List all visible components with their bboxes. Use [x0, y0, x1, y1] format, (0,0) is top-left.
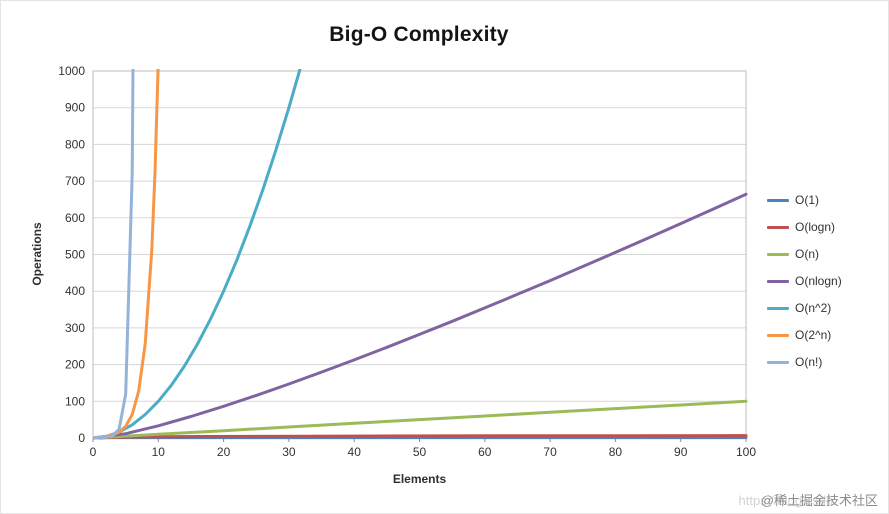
legend-item-O(1): O(1): [767, 193, 842, 207]
series-line-O(n!): [93, 69, 135, 440]
legend-item-O(logn): O(logn): [767, 220, 842, 234]
legend-label: O(2^n): [795, 328, 832, 342]
y-tick-label: 900: [65, 101, 85, 115]
legend-label: O(n^2): [795, 301, 832, 315]
legend-label: O(nlogn): [795, 274, 842, 288]
legend-label: O(n): [795, 247, 819, 261]
legend-item-O(2^n): O(2^n): [767, 328, 842, 342]
x-tick-label: 80: [609, 445, 623, 459]
legend-item-O(n): O(n): [767, 247, 842, 261]
legend-swatch: [767, 360, 789, 364]
x-tick-label: 70: [543, 445, 557, 459]
x-tick-label: 20: [217, 445, 231, 459]
x-axis-title: Elements: [392, 472, 447, 486]
x-tick-label: 50: [413, 445, 427, 459]
legend-swatch: [767, 198, 789, 202]
series-line-O(nlogn): [93, 192, 748, 440]
y-tick-label: 0: [78, 431, 85, 445]
x-tick-label: 40: [348, 445, 362, 459]
legend-swatch: [767, 306, 789, 310]
x-tick-label: 60: [478, 445, 492, 459]
y-tick-label: 100: [65, 394, 85, 408]
x-tick-label: 10: [152, 445, 166, 459]
legend-label: O(n!): [795, 355, 823, 369]
x-tick-label: 90: [674, 445, 688, 459]
y-tick-label: 300: [65, 321, 85, 335]
legend-item-O(nlogn): O(nlogn): [767, 274, 842, 288]
y-tick-label: 200: [65, 358, 85, 372]
y-tick-label: 600: [65, 211, 85, 225]
legend-swatch: [767, 225, 789, 229]
x-tick-label: 0: [90, 445, 97, 459]
legend: O(1) O(logn) O(n) O(nlogn) O(n^2) O(2^n) O(n!): [767, 193, 842, 369]
series-line-O(n): [93, 399, 748, 440]
y-tick-label: 500: [65, 248, 85, 262]
y-tick-label: 1000: [58, 64, 85, 78]
legend-swatch: [767, 279, 789, 283]
y-tick-label: 700: [65, 174, 85, 188]
legend-swatch: [767, 252, 789, 256]
legend-item-O(n^2): O(n^2): [767, 301, 842, 315]
legend-item-O(n!): O(n!): [767, 355, 842, 369]
watermark: https://blog.csdn @稀土掘金技术社区: [739, 490, 879, 509]
x-tick-label: 100: [736, 445, 756, 459]
legend-label: O(1): [795, 193, 819, 207]
legend-label: O(logn): [795, 220, 836, 234]
y-tick-label: 400: [65, 284, 85, 298]
y-tick-label: 800: [65, 137, 85, 151]
watermark-url: https://blog.csdn: [738, 493, 834, 508]
watermark-community: @稀土掘金技术社区: [760, 493, 878, 508]
x-tick-label: 30: [282, 445, 296, 459]
series-line-O(n^2): [93, 69, 302, 440]
chart-title: Big-O Complexity: [329, 23, 509, 46]
legend-swatch: [767, 333, 789, 337]
